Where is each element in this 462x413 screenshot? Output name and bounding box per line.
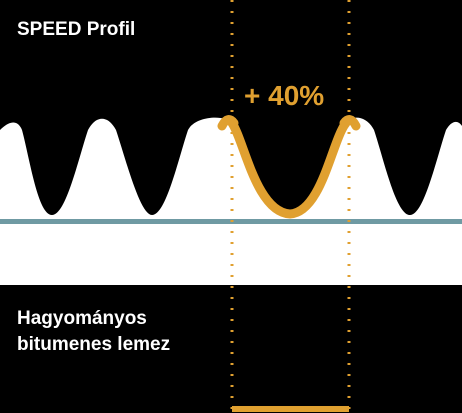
highlighted-wave-segment (227, 118, 351, 219)
highlighted-wave-cap-right (339, 115, 361, 131)
increase-percentage-label: + 40% (244, 80, 325, 111)
speed-profile-label: SPEED Profil (17, 19, 136, 40)
flat-membrane-bar (232, 406, 349, 412)
traditional-membrane-label: Hagyományos bitumenes lemez (17, 308, 171, 355)
